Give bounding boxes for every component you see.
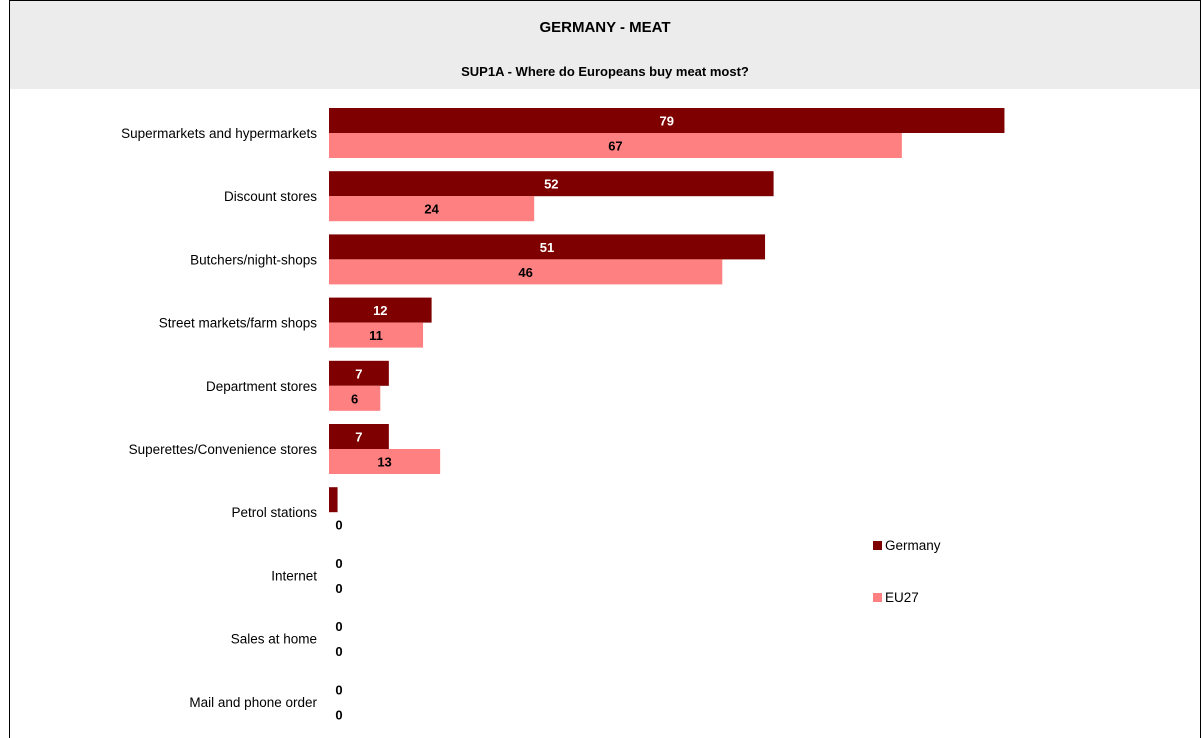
value-label-eu27: 6 [351,391,358,406]
category-label: Street markets/farm shops [159,316,318,331]
bar-eu27 [329,385,381,411]
bar-germany [329,297,432,323]
bar-eu27 [329,196,535,222]
category-label: Department stores [206,379,317,394]
value-label-germany: 0 [335,682,342,697]
legend-label-germany: Germany [885,538,941,553]
value-label-eu27: 24 [424,202,439,217]
bar-eu27 [329,449,441,474]
legend-swatch-eu27 [873,593,882,602]
bar-germany [329,487,338,513]
legend-item-germany: Germany [873,538,941,553]
value-label-eu27: 0 [335,707,342,722]
value-label-germany: 7 [355,430,362,445]
bar-germany [329,234,766,260]
value-label-germany: 51 [540,240,554,255]
value-label-eu27: 46 [518,265,532,280]
category-label: Internet [271,568,317,583]
category-label: Superettes/Convenience stores [129,442,318,457]
value-label-germany: 0 [335,619,342,634]
bar-germany [329,108,1005,133]
value-label-germany: 7 [355,366,362,381]
value-label-germany: 79 [659,114,673,129]
bar-eu27 [329,322,424,348]
value-label-eu27: 13 [377,455,391,470]
category-label: Sales at home [231,632,317,647]
value-label-eu27: 67 [608,139,622,154]
value-label-eu27: 0 [335,518,342,533]
legend-swatch-germany [873,541,882,550]
category-label: Petrol stations [231,505,317,520]
value-label-germany: 12 [373,303,387,318]
value-label-eu27: 0 [335,644,342,659]
chart-frame [9,0,1201,738]
category-label: Butchers/night-shops [190,252,317,267]
value-label-germany: 1 [329,493,336,508]
chart-title: GERMANY - MEAT [539,19,671,36]
value-label-eu27: 11 [369,328,383,343]
category-label: Discount stores [224,189,317,204]
legend-label-eu27: EU27 [885,590,919,605]
bar-germany [329,171,774,197]
bar-germany [329,360,389,386]
legend-item-eu27: EU27 [873,590,919,605]
chart-header: GERMANY - MEAT SUP1A - Where do European… [10,1,1200,89]
value-label-germany: 52 [544,177,558,192]
chart-subtitle: SUP1A - Where do Europeans buy meat most… [461,64,749,79]
bar-eu27 [329,133,902,158]
bar-germany [329,424,389,449]
bar-eu27 [329,259,723,285]
category-label: Mail and phone order [189,695,317,710]
value-label-eu27: 0 [335,581,342,596]
value-label-germany: 0 [335,556,342,571]
category-label: Supermarkets and hypermarkets [121,126,317,141]
